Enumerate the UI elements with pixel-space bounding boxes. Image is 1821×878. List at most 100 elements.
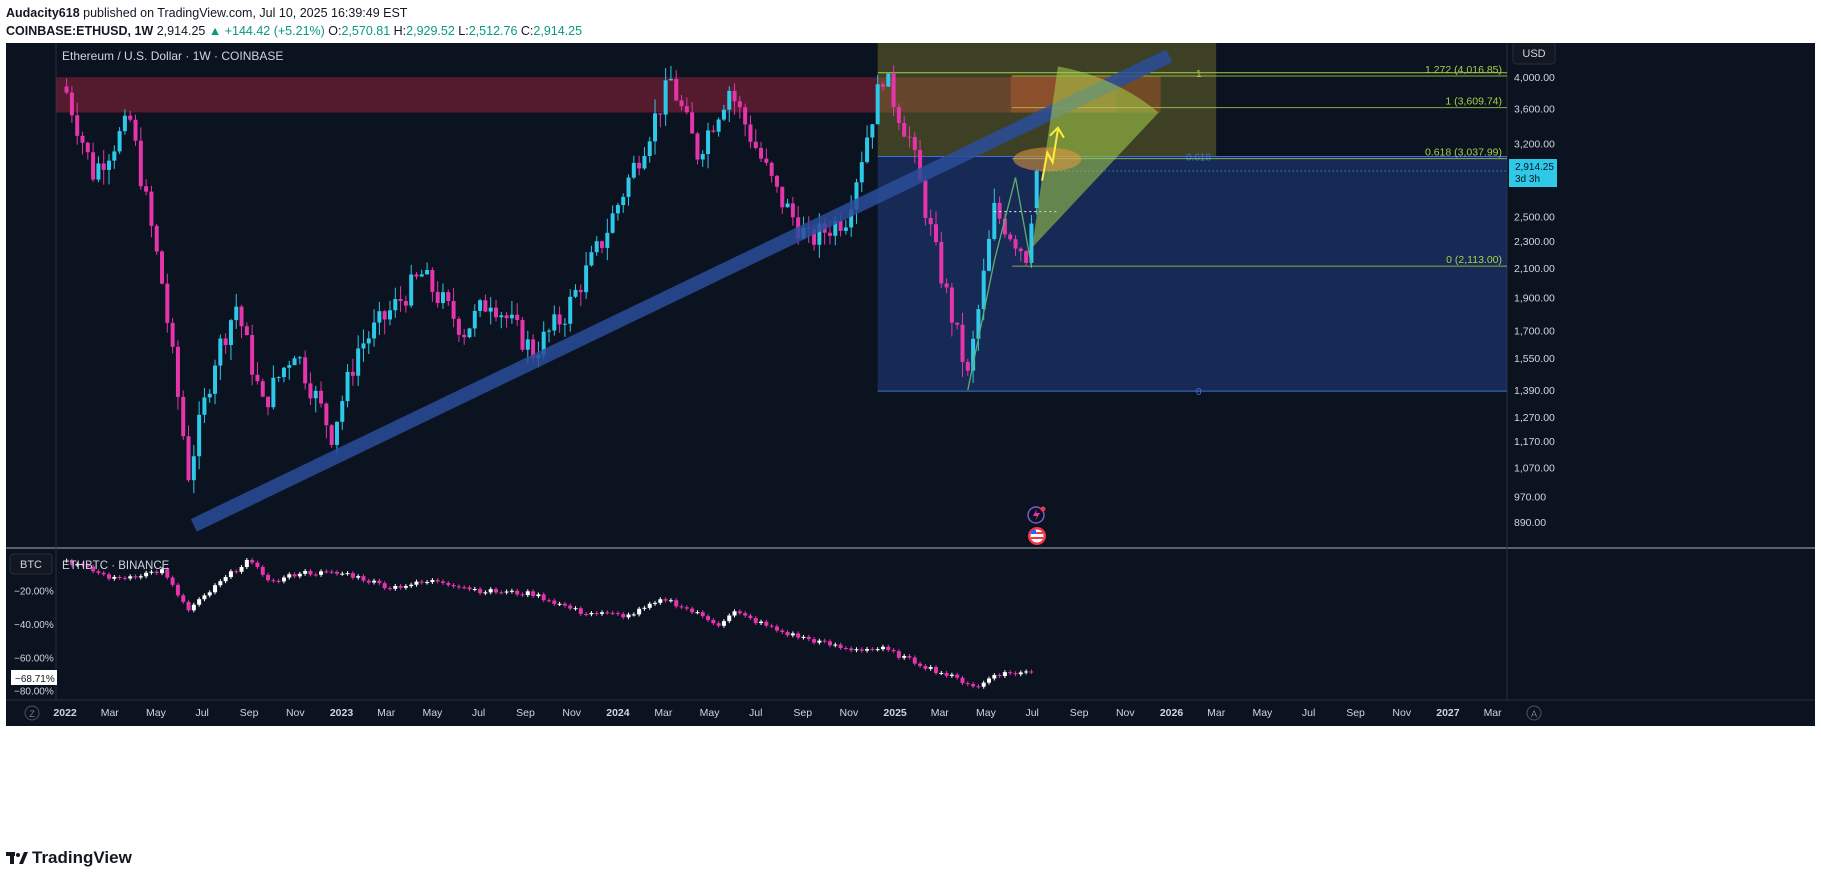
ethbtc-candle [859,649,864,651]
candle-body [1018,248,1023,252]
ethbtc-candle [361,576,366,581]
ethbtc-candle [531,591,536,597]
ethbtc-candle [504,591,509,593]
ethbtc-candle [933,667,938,674]
time-axis-label: Nov [562,707,581,719]
ethbtc-candle [658,599,663,603]
candle-body [393,299,398,311]
candle-body [112,151,117,161]
candle-body [499,315,504,318]
candle-body [541,331,546,355]
price-axis-label: 1,390.00 [1514,385,1555,397]
symbol-label: COINBASE:ETHUSD, 1W [6,24,154,38]
candle-body [605,232,610,248]
chart-container[interactable]: 1 0.618 0 1.272 (4,016.85) 1 (3,609.74) 0.61… [6,43,1815,843]
ethbtc-candle [493,589,498,593]
candle-body [419,274,424,277]
time-axis-label: Mar [1207,707,1226,719]
ethbtc-candle [101,572,106,575]
auto-scale-icon[interactable]: A [1526,705,1542,721]
footer: TradingView [6,848,132,868]
candle-body [880,84,885,87]
time-axis-label: Mar [101,707,120,719]
chart-canvas[interactable]: 1 0.618 0 1.272 (4,016.85) 1 (3,609.74) 0.61… [6,43,1815,843]
drawing-zones[interactable]: 1 0.618 0 [56,43,1507,398]
time-axis-label: Mar [1484,707,1503,719]
ethbtc-candle [949,674,954,676]
projection-arrow-head[interactable] [1049,126,1065,139]
projection-wedge[interactable] [1032,66,1159,248]
btc-currency-button[interactable]: BTC [9,553,53,575]
main-pane-title: Ethereum / U.S. Dollar · 1W · COINBASE [62,49,283,63]
timezone-button[interactable]: Z [24,705,40,721]
candle-body [1008,234,1013,240]
candle-body [875,84,880,125]
time-axis-label: May [976,707,997,719]
ethbtc-candle [478,588,483,594]
ethbtc-candle [382,583,387,589]
candle-body [578,289,583,293]
ethbtc-candle [239,567,244,572]
candle-body [117,131,122,152]
ascending-trendline[interactable] [190,49,1173,532]
ethbtc-candle [181,595,186,602]
ethbtc-candle [207,592,212,596]
usd-currency-button[interactable]: USD [1512,43,1556,65]
us-flag-event-icon[interactable] [1028,527,1046,545]
ethbtc-candle [223,576,228,582]
ethbtc-candle [149,571,154,573]
ethbtc-candle [329,571,334,573]
ohlc-low-value: 2,512.76 [468,24,518,38]
candle-body [658,113,663,115]
ohlc-open-value: 2,570.81 [341,24,391,38]
percent-axis-label: −40.00% [14,620,54,631]
ethbtc-candle [69,560,74,565]
candle-body [668,79,673,81]
projection-arrow[interactable] [1041,129,1059,181]
time-axis-label: Sep [793,707,812,719]
author-name[interactable]: Audacity618 [6,6,80,20]
candle-body [859,162,864,183]
lower-last-value: −68.71% [15,674,55,685]
candle-body [774,175,779,187]
candle-body [600,241,605,248]
candle-body [727,90,732,110]
candle-body [1024,251,1029,263]
candle-body [568,296,573,324]
ethbtc-candle [732,611,737,616]
breakout-ellipse[interactable] [1013,147,1082,172]
ethbtc-candle [891,649,896,652]
ethbtc-candle [557,603,562,605]
drawings[interactable]: 1.272 (4,016.85) 1 (3,609.74) 0.618 (3,037… [190,49,1507,532]
candle-body [981,270,986,310]
ethbtc-candle [780,630,785,633]
candle-body [228,320,233,346]
ethbtc-candle [170,577,175,585]
fib-blue-label-0: 0 [1196,387,1202,398]
ohlc-line: COINBASE:ETHUSD, 1W 2,914.25 ▲ +144.42 (… [6,22,582,40]
ethbtc-candle [435,580,440,582]
ethbtc-candle [928,667,933,669]
ethbtc-candle [997,675,1002,677]
ethbtc-candle [154,571,159,574]
ethbtc-candle [589,613,594,615]
lightning-event-icon[interactable] [1027,506,1046,524]
resistance-zone[interactable] [56,77,1117,113]
candle-body [531,339,536,359]
fib-extension-path[interactable] [967,177,1033,391]
candle-body [472,310,477,329]
ethbtc-candle [218,581,223,586]
candle-body [287,365,292,368]
last-price-tag: 2,914.25 3d 3h [1509,159,1557,187]
ethbtc-candle [75,564,80,566]
candle-body [462,334,467,338]
tradingview-brand[interactable]: TradingView [32,848,132,867]
candle-body [382,311,387,320]
ethbtc-candle [244,559,249,568]
candle-body [928,217,933,225]
ethbtc-candle [80,564,85,566]
candle-body [181,396,186,437]
lower-candles [64,557,1034,689]
time-axis-label: May [700,707,721,719]
candle-body [223,338,228,346]
